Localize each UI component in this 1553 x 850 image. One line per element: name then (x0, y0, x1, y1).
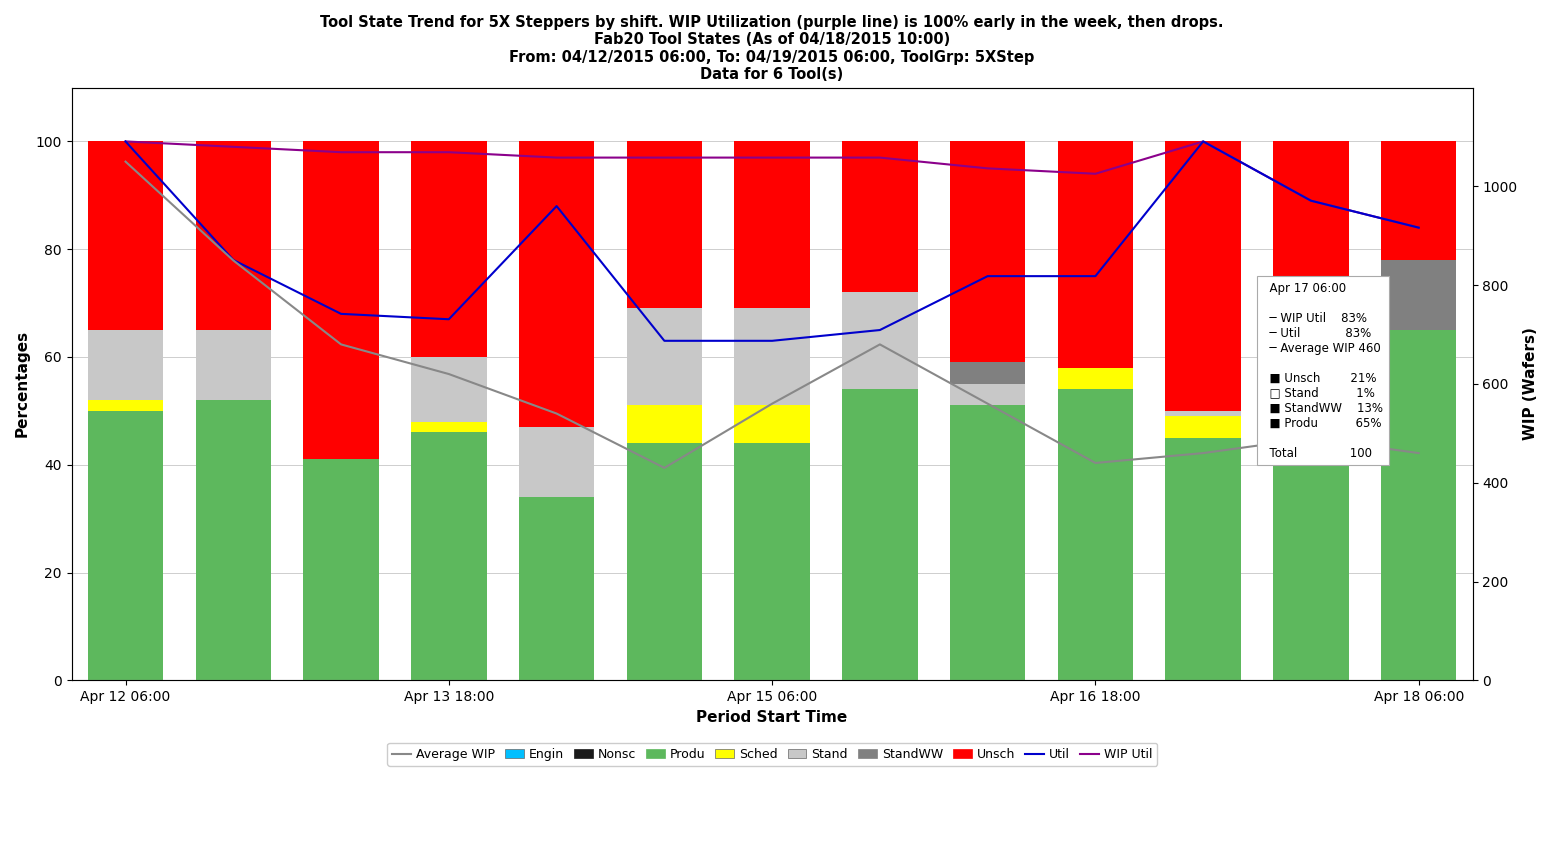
Bar (1381, 330, 1457, 680)
Bar (1165, 141, 1241, 411)
Bar (627, 309, 702, 405)
Bar (89, 400, 163, 411)
Bar (1165, 411, 1241, 416)
Bar (519, 141, 595, 427)
Bar (1273, 314, 1348, 330)
Bar (1058, 368, 1134, 389)
Bar (627, 141, 702, 309)
Bar (519, 427, 595, 497)
Bar (627, 405, 702, 443)
Bar (735, 405, 809, 443)
Bar (735, 141, 809, 309)
Bar (842, 389, 918, 680)
Bar (1165, 416, 1241, 438)
Bar (412, 433, 486, 680)
Bar (842, 141, 918, 292)
Bar (1273, 330, 1348, 680)
Y-axis label: WIP (Wafers): WIP (Wafers) (1523, 327, 1537, 440)
Bar (1381, 141, 1457, 260)
Bar (950, 384, 1025, 405)
Bar (1381, 260, 1457, 330)
Bar (412, 422, 486, 433)
Bar (89, 141, 163, 330)
X-axis label: Period Start Time: Period Start Time (696, 710, 848, 724)
Bar (735, 309, 809, 405)
Bar (412, 141, 486, 357)
Bar (950, 405, 1025, 680)
Bar (950, 141, 1025, 362)
Bar (1058, 141, 1134, 368)
Legend: Average WIP, Engin, Nonsc, Produ, Sched, Stand, StandWW, Unsch, Util, WIP Util: Average WIP, Engin, Nonsc, Produ, Sched,… (387, 743, 1157, 766)
Bar (950, 362, 1025, 384)
Bar (196, 330, 272, 400)
Bar (196, 141, 272, 330)
Bar (412, 357, 486, 422)
Bar (735, 443, 809, 680)
Y-axis label: Percentages: Percentages (16, 331, 30, 438)
Bar (303, 141, 379, 459)
Title: Tool State Trend for 5X Steppers by shift. WIP Utilization (purple line) is 100%: Tool State Trend for 5X Steppers by shif… (320, 15, 1224, 82)
Text: Apr 17 06:00  

  ─ WIP Util    83%
  ─ Util            83%
  ─ Average WIP 460
: Apr 17 06:00 ─ WIP Util 83% ─ Util 83% ─… (1263, 281, 1384, 460)
Bar (842, 292, 918, 389)
Bar (89, 411, 163, 680)
Bar (303, 459, 379, 680)
Bar (1273, 141, 1348, 314)
Bar (1058, 389, 1134, 680)
Bar (627, 443, 702, 680)
Bar (519, 497, 595, 680)
Bar (1165, 438, 1241, 680)
Bar (196, 400, 272, 680)
Bar (89, 330, 163, 400)
